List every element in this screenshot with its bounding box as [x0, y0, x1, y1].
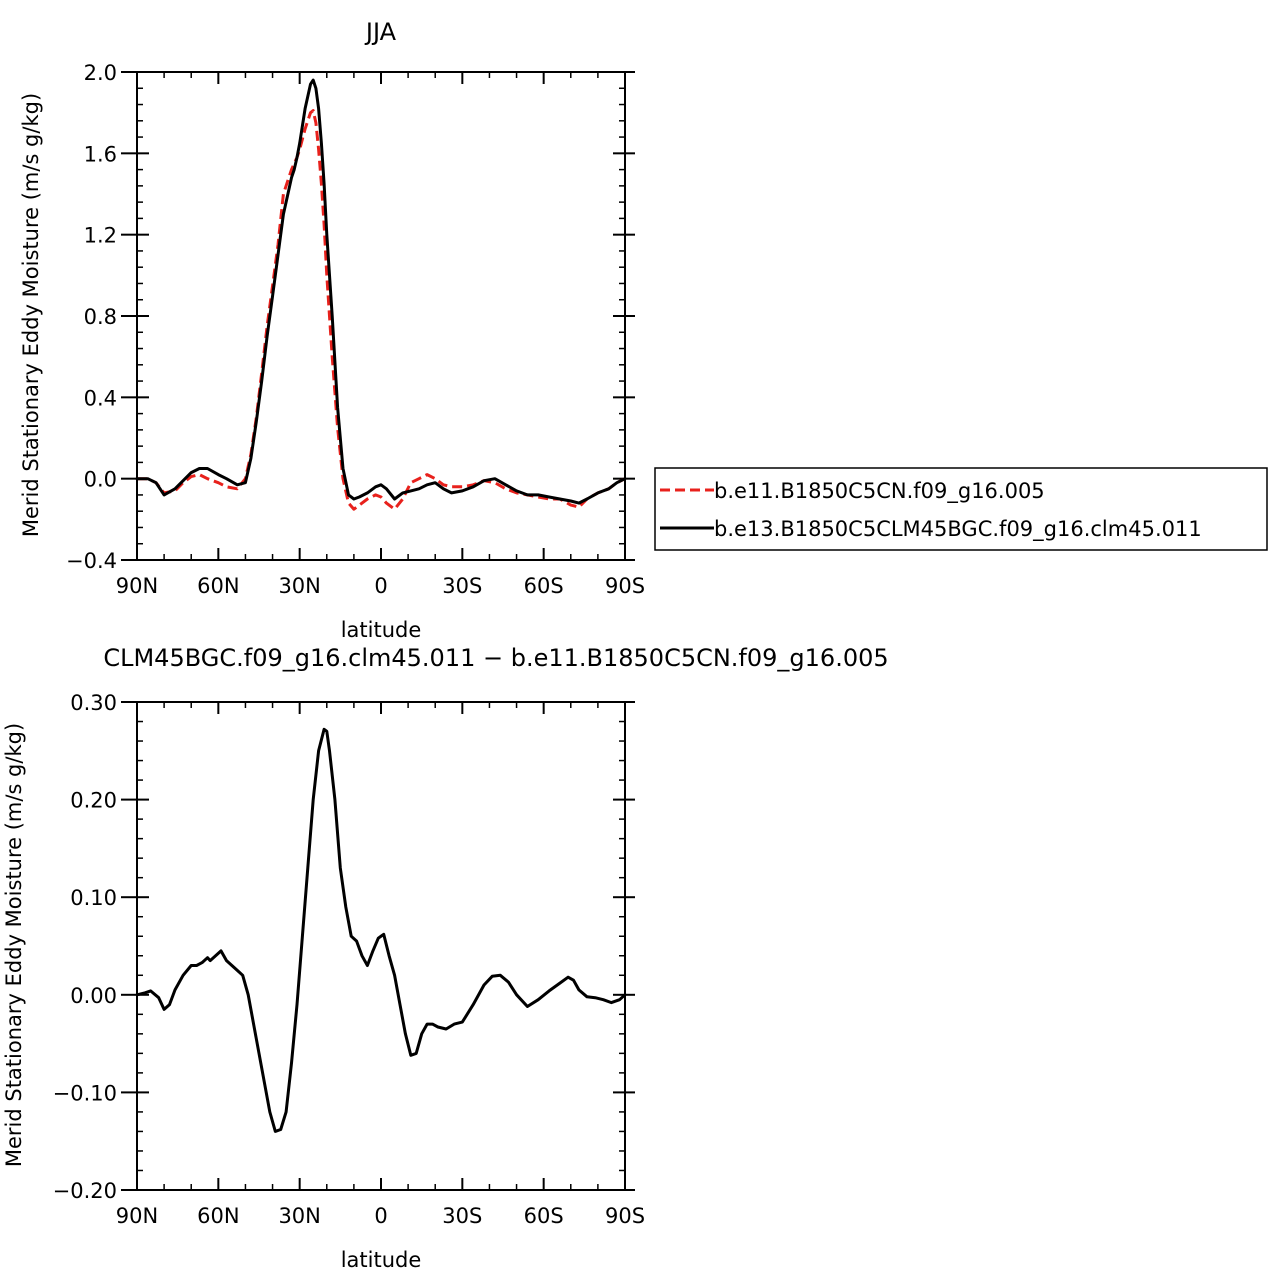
- bottom-panel-x-tick-label: 60N: [197, 1204, 239, 1228]
- bottom-panel-series-line-1: [135, 727, 627, 1133]
- top-panel-x-tick-label: 90N: [116, 574, 158, 598]
- top-panel-x-tick-label: 60N: [197, 574, 239, 598]
- top-panel-x-axis-label: latitude: [341, 618, 422, 642]
- bottom-panel-x-tick-label: 30S: [442, 1204, 482, 1228]
- top-panel-series: [135, 78, 627, 511]
- bottom-panel-y-tick-label: 0.20: [70, 789, 117, 813]
- bottom-panel-y-tick-label: −0.10: [53, 1081, 117, 1105]
- top-panel-x-tick-label: 30N: [278, 574, 320, 598]
- top-panel-ticks: 90N 60N 30N 0 30S 60S 90S −0.4 0.0 0.4 0.8 1.2 1.6 2.…: [66, 61, 645, 598]
- top-panel-y-tick-label: 2.0: [84, 61, 117, 85]
- bottom-panel-x-tick-label: 60S: [524, 1204, 564, 1228]
- top-panel-x-tick-label: 30S: [442, 574, 482, 598]
- top-panel-x-tick-label: 0: [374, 574, 387, 598]
- legend: b.e11.B1850C5CN.f09_g16.005 b.e13.B1850C…: [654, 467, 1268, 551]
- top-panel-series-line-2: [135, 78, 627, 505]
- top-panel-series-line-1: [137, 109, 626, 511]
- legend-label-1: b.e11.B1850C5CN.f09_g16.005: [714, 479, 1045, 504]
- top-panel-y-tick-label: 0.8: [84, 305, 117, 329]
- bottom-panel-x-axis-label: latitude: [341, 1248, 422, 1272]
- bottom-panel-y-axis-label: Merid Stationary Eddy Moisture (m/s g/kg…: [2, 723, 26, 1167]
- bottom-panel-y-tick-label: 0.10: [70, 886, 117, 910]
- bottom-panel-title: CLM45BGC.f09_g16.clm45.011 − b.e11.B1850…: [103, 644, 888, 672]
- top-panel-y-tick-label: 1.2: [84, 224, 117, 248]
- bottom-panel-y-tick-label: 0.30: [70, 691, 117, 715]
- top-panel-x-tick-label: 60S: [524, 574, 564, 598]
- top-panel-x-tick-label: 90S: [605, 574, 645, 598]
- top-panel-y-tick-label: 0.4: [84, 386, 117, 410]
- bottom-panel-x-tick-label: 30N: [278, 1204, 320, 1228]
- top-panel: JJA Merid Stationary Eddy Moisture (m/s …: [19, 18, 645, 642]
- top-panel-frame: [136, 71, 626, 561]
- top-panel-y-tick-label: 1.6: [84, 142, 117, 166]
- top-panel-y-tick-label: 0.0: [84, 468, 117, 492]
- top-panel-y-tick-label: −0.4: [66, 549, 117, 573]
- bottom-panel-y-tick-label: −0.20: [53, 1179, 117, 1203]
- bottom-panel-ticks: 90N 60N 30N 0 30S 60S 90S −0.20 −0.10 0.00 0.10 0.2…: [53, 691, 645, 1228]
- bottom-panel-frame: [136, 701, 626, 1191]
- top-panel-y-axis-label: Merid Stationary Eddy Moisture (m/s g/kg…: [19, 93, 43, 537]
- bottom-panel-series: [135, 727, 627, 1133]
- legend-box: [654, 467, 1268, 551]
- top-panel-title: JJA: [364, 18, 397, 46]
- bottom-panel-x-tick-label: 90N: [116, 1204, 158, 1228]
- bottom-panel-y-tick-label: 0.00: [70, 984, 117, 1008]
- bottom-panel-x-tick-label: 90S: [605, 1204, 645, 1228]
- legend-label-2: b.e13.B1850C5CLM45BGC.f09_g16.clm45.011: [714, 517, 1202, 542]
- bottom-panel-x-tick-label: 0: [374, 1204, 387, 1228]
- bottom-panel: CLM45BGC.f09_g16.clm45.011 − b.e11.B1850…: [2, 644, 889, 1272]
